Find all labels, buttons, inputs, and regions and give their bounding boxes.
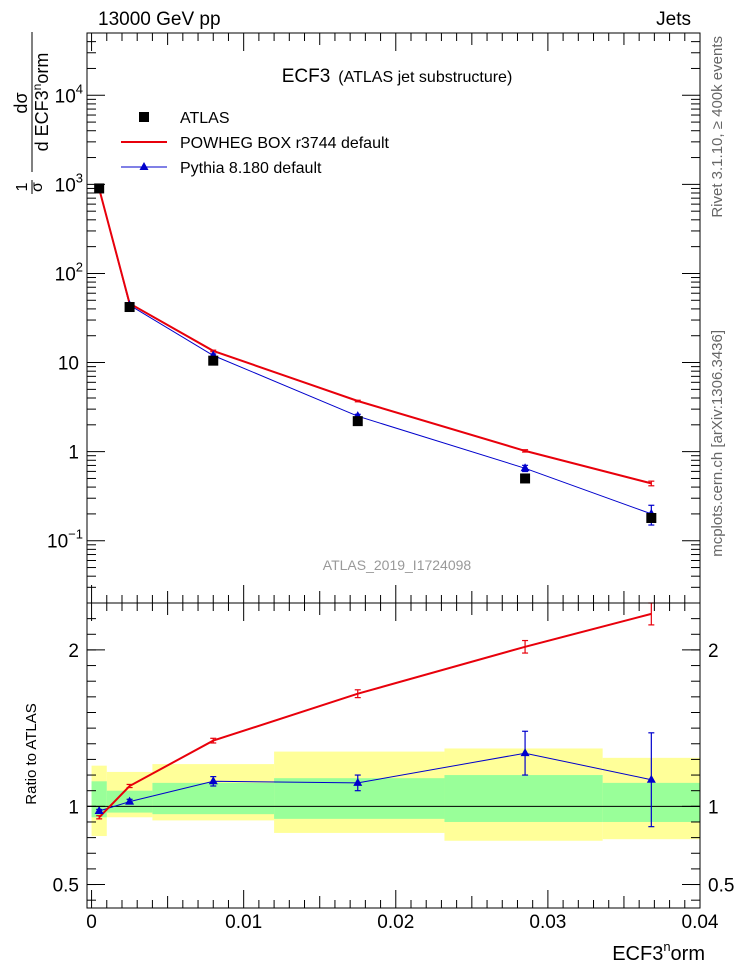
ratio-y-tick-label: 2 xyxy=(68,641,79,662)
ratio-inner-band xyxy=(152,782,275,815)
main-y-tick-label: 102 xyxy=(55,259,83,285)
main-y-tick-label: 1 xyxy=(68,443,79,464)
legend-label-atlas: ATLAS xyxy=(180,110,230,127)
analysis-id-label: ATLAS_2019_I1724098 xyxy=(323,557,472,573)
powheg-main-line xyxy=(98,188,652,485)
pythia-ratio-point xyxy=(646,774,656,783)
side-mcplots-label: mcplots.cern.ch [arXiv:1306.3436] xyxy=(709,330,726,557)
legend-label-pythia: Pythia 8.180 default xyxy=(180,160,322,177)
main-y-tick-label: 103 xyxy=(55,170,83,196)
atlas-main-point xyxy=(124,302,135,313)
ylabel-lhs-num: 1 xyxy=(14,182,31,191)
pythia-main-line xyxy=(98,189,652,515)
ratio-inner-band xyxy=(444,775,603,822)
main-y-tick-label: 10−1 xyxy=(47,527,83,553)
pythia-ratio-point xyxy=(125,796,135,805)
ylabel-lhs-den: σ xyxy=(29,182,46,192)
ylabel-d-num: dσ xyxy=(11,92,31,113)
main-y-axis-label: 1 σ dσ d ECF3norm xyxy=(11,32,52,194)
atlas-main-point xyxy=(352,416,363,427)
x-axis-label: ECF3norm xyxy=(612,939,705,965)
pythia-ratio-point xyxy=(520,748,530,757)
powheg-ratio-line xyxy=(98,612,652,818)
atlas-main-point xyxy=(520,473,531,484)
main-y-tick-label: 10 xyxy=(58,354,79,375)
side-rivet-label: Rivet 3.1.10, ≥ 400k events xyxy=(709,36,726,218)
header-energy-label: 13000 GeV pp xyxy=(98,9,221,30)
x-tick-label: 0.03 xyxy=(529,912,566,933)
x-tick-label: 0.02 xyxy=(377,912,414,933)
pythia-ratio-point xyxy=(208,776,218,785)
ylabel-d-den: d ECF3norm xyxy=(30,53,52,152)
legend: ATLAS POWHEG BOX r3744 default Pythia 8.18… xyxy=(121,110,390,177)
ratio-y-tick-label-right: 2 xyxy=(708,641,719,662)
legend-pythia-marker xyxy=(139,162,149,170)
pythia-ratio-line xyxy=(99,752,652,812)
atlas-main-point xyxy=(208,355,219,366)
main-title: ECF3 (ATLAS jet substructure) xyxy=(282,66,513,87)
x-tick-label: 0.01 xyxy=(225,912,262,933)
legend-label-powheg: POWHEG BOX r3744 default xyxy=(180,135,390,152)
pythia-main-point xyxy=(520,463,530,472)
atlas-main-point xyxy=(94,183,105,194)
atlas-main-point xyxy=(646,512,657,523)
pythia-ratio-point xyxy=(353,777,363,786)
header-process-label: Jets xyxy=(656,9,691,30)
ratio-y-tick-label-right: 1 xyxy=(708,797,719,818)
ratio-y-tick-label: 0.5 xyxy=(53,876,79,897)
main-plot-panel: 10−1 1 10 102 103 104 ECF3 (ATLAS jet substruc… xyxy=(47,32,701,604)
ratio-y-tick-label-right: 0.5 xyxy=(708,876,734,897)
x-tick-label: 0.04 xyxy=(682,912,719,933)
legend-atlas-marker xyxy=(139,112,149,122)
x-tick-label: 0 xyxy=(86,912,97,933)
ratio-plot-panel: 0.5 0.5 1 1 2 2 0 0.01 0.02 0.03 0.04 xyxy=(53,602,734,933)
pythia-ratio-point xyxy=(94,806,104,815)
ratio-y-axis-label: Ratio to ATLAS xyxy=(23,703,40,804)
main-y-tick-label: 104 xyxy=(55,81,83,107)
ratio-plot-frame xyxy=(86,602,701,909)
ratio-y-tick-label: 1 xyxy=(68,797,79,818)
main-plot-frame xyxy=(86,32,701,604)
